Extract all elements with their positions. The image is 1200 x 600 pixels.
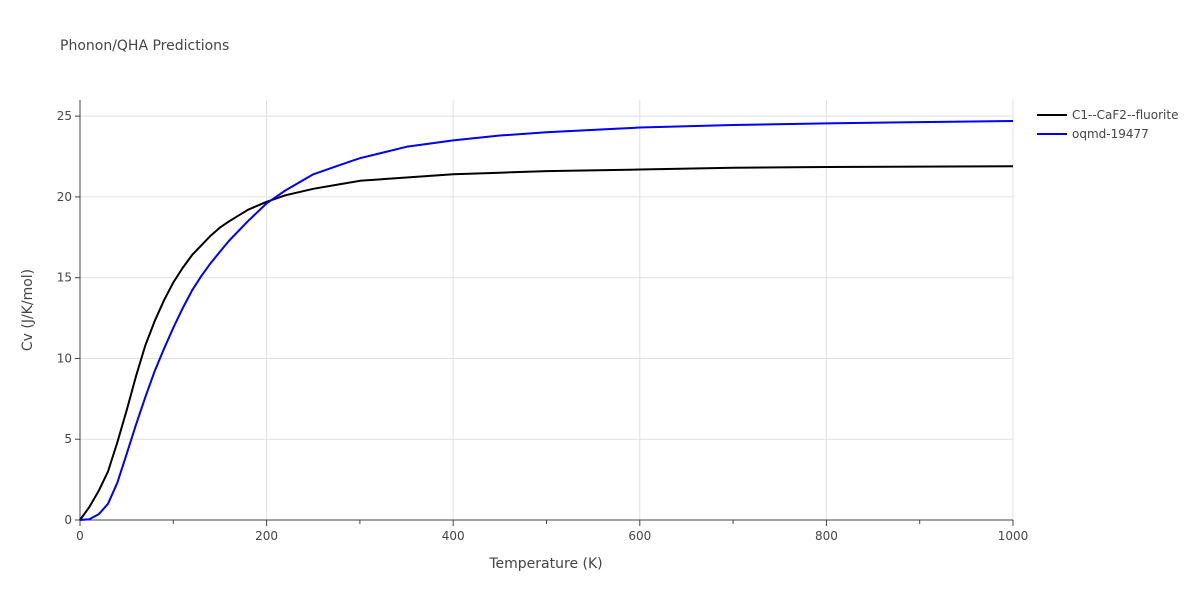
x-axis-title: Temperature (K) <box>488 556 602 572</box>
legend-label-1: oqmd-19477 <box>1072 127 1149 141</box>
y-axis-title: Cv (J/K/mol) <box>20 269 36 351</box>
y-tick-label: 0 <box>64 513 72 527</box>
y-tick-label: 20 <box>57 190 72 204</box>
y-tick-label: 10 <box>57 351 72 365</box>
x-tick-label: 400 <box>442 529 465 543</box>
series-line-0 <box>79 165 1014 521</box>
x-tick-label: 600 <box>628 529 651 543</box>
y-tick-label: 25 <box>57 109 72 123</box>
chart-title: Phonon/QHA Predictions <box>60 38 229 54</box>
x-tick-label: 1000 <box>998 529 1029 543</box>
legend: C1--CaF2--fluorite oqmd-19477 <box>1037 108 1178 141</box>
x-tick-label: 0 <box>76 529 84 543</box>
grid-lines <box>80 100 1014 520</box>
legend-label-0: C1--CaF2--fluorite <box>1072 108 1178 122</box>
x-tick-label: 200 <box>255 529 278 543</box>
x-tick-label: 800 <box>815 529 838 543</box>
plot-area <box>79 120 1014 521</box>
y-tick-label: 15 <box>57 271 72 285</box>
axes: 0 200 400 600 800 1000 0 5 10 15 20 25 <box>57 100 1029 543</box>
y-tick-label: 5 <box>64 432 72 446</box>
series-line-1 <box>79 120 1014 521</box>
